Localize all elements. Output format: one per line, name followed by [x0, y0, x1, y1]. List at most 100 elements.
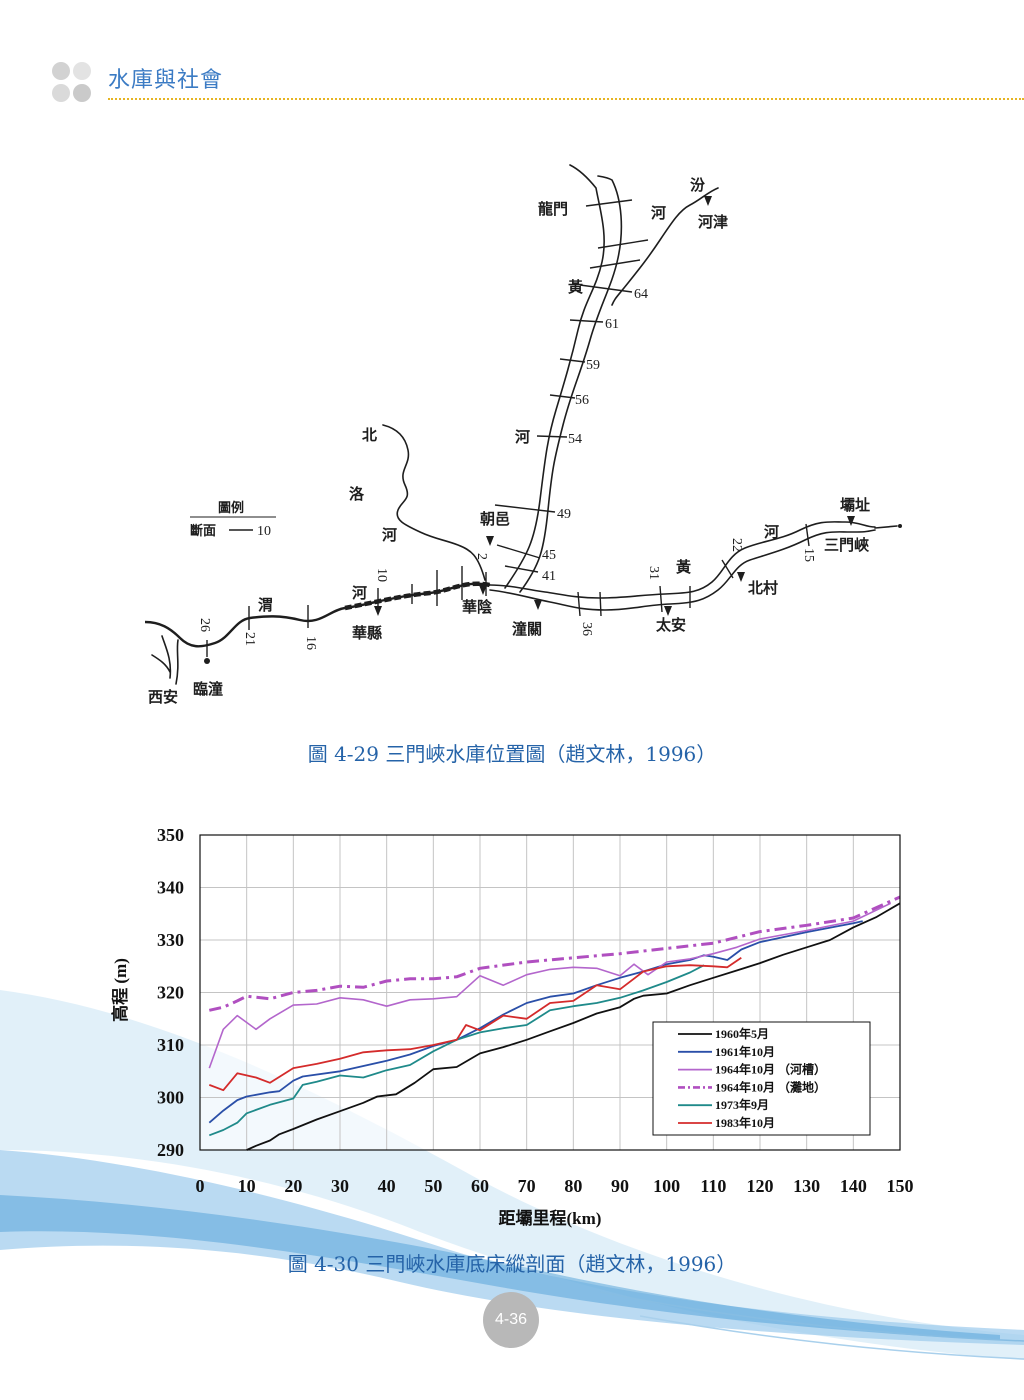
- series-line-5: [208, 964, 705, 1137]
- section-number-61: 61: [605, 317, 619, 332]
- river-end-dot: [898, 524, 902, 528]
- y-tick-label-300: 300: [157, 1088, 184, 1108]
- wave-line-1: [599, 1291, 1024, 1342]
- section-number-26: 26: [197, 618, 212, 632]
- figure-caption-4-30: 圖 4-30 三門峽水庫底床縱剖面（趙文林，1996）: [287, 1252, 737, 1276]
- x-tick-label-40: 40: [378, 1176, 396, 1196]
- hejin-arrow-icon: [704, 196, 712, 206]
- y-tick-label-350: 350: [157, 825, 184, 845]
- wave-band-dark: [0, 1195, 1000, 1340]
- legend-item-6: 1983年10月: [678, 1115, 775, 1130]
- section-number-49: 49: [557, 507, 571, 522]
- y-tick-label-320: 320: [157, 983, 184, 1003]
- yellow-river-east-lower-bank: [489, 529, 876, 611]
- location-map: 龍門 汾 河 河津 黃 河 北 洛 河 朝邑 渭 河 華縣 華陰 潼關 黃 太安…: [144, 164, 902, 706]
- section-line-31: [659, 585, 663, 613]
- x-tick-label-120: 120: [747, 1176, 774, 1196]
- section-line-61: [569, 319, 604, 323]
- y-axis-label: 高程 (m): [110, 958, 130, 1022]
- series-line-1: [246, 902, 901, 1151]
- dam-site-arrow-icon: [847, 516, 855, 526]
- series-line-3: [208, 902, 892, 1069]
- map-legend-section-number: 10: [257, 524, 271, 539]
- section-line-22: [721, 559, 734, 579]
- legend-item-5: 1973年9月: [678, 1097, 769, 1112]
- section-line-64: [579, 284, 633, 293]
- x-tick-label-100: 100: [653, 1176, 680, 1196]
- yellow-river-east-upper-bank: [489, 521, 876, 599]
- series-line-4: [208, 895, 901, 1012]
- x-tick-label-30: 30: [331, 1176, 349, 1196]
- fen-river: [611, 187, 719, 306]
- section-line-45: [496, 544, 541, 559]
- y-tick-label-340: 340: [157, 878, 184, 898]
- map-label-he-north: 河: [515, 428, 530, 446]
- section-number-56: 56: [575, 393, 589, 408]
- map-label-tongguan: 潼關: [512, 620, 542, 638]
- huaxian-arrow-icon: [374, 606, 382, 616]
- section-line-15: [805, 523, 810, 547]
- x-tick-label-110: 110: [700, 1176, 726, 1196]
- x-tick-label-80: 80: [564, 1176, 582, 1196]
- section-number-59: 59: [586, 358, 600, 373]
- lintong-dot: [204, 658, 210, 664]
- section-number-36: 36: [579, 622, 594, 636]
- section-number-41: 41: [542, 569, 556, 584]
- section-line: [589, 259, 641, 269]
- legend-label: 1961年10月: [715, 1044, 775, 1059]
- north-luo-river: [382, 424, 486, 581]
- grid: [200, 835, 900, 1150]
- x-tick-label-150: 150: [887, 1176, 914, 1196]
- map-label-beicun: 北村: [748, 579, 778, 597]
- riverbed-profile-chart: 高程 (m) 距壩里程(km) 290 300 310 320 330 340 350 0 10…: [110, 825, 914, 1228]
- wave-line-2: [639, 1315, 1024, 1360]
- section-line-41: [504, 565, 539, 573]
- x-tick-label-10: 10: [238, 1176, 256, 1196]
- section-line-56: [549, 394, 576, 399]
- x-tick-label-130: 130: [793, 1176, 820, 1196]
- section-number-21: 21: [242, 632, 257, 646]
- y-tick-label-290: 290: [157, 1140, 184, 1160]
- huayin-arrow-icon: [479, 585, 487, 595]
- legend-item-3: 1964年10月 （河槽）: [678, 1062, 826, 1077]
- map-label-taian: 太安: [656, 616, 686, 634]
- beicun-arrow-icon: [737, 572, 745, 582]
- section-line-49: [494, 504, 556, 513]
- legend-item-4: 1964年10月 （灘地）: [678, 1079, 826, 1094]
- figure-caption-4-29: 圖 4-29 三門峽水庫位置圖（趙文林，1996）: [307, 742, 717, 766]
- map-label-huayin: 華陰: [462, 598, 493, 616]
- y-tick-label-310: 310: [157, 1035, 184, 1055]
- map-label-wei: 渭: [258, 596, 273, 614]
- legend-box: [652, 1021, 871, 1136]
- map-label-fen-he: 河: [651, 204, 666, 222]
- plot-frame: [199, 834, 901, 1151]
- header-dotted-rule: [108, 98, 1024, 100]
- legend-label: 1973年9月: [715, 1097, 769, 1112]
- legend-label: 1964年10月 （河槽）: [715, 1062, 826, 1077]
- map-label-huaxian: 華縣: [352, 624, 382, 642]
- x-tick-label-70: 70: [518, 1176, 536, 1196]
- map-legend: 圖例 斷面 10: [190, 500, 276, 539]
- x-tick-label-90: 90: [611, 1176, 629, 1196]
- map-legend-title: 圖例: [218, 500, 244, 516]
- map-label-hejin: 河津: [698, 213, 728, 231]
- section-line-54: [536, 435, 568, 438]
- y-tick-label-330: 330: [157, 930, 184, 950]
- map-label-luo: 洛: [349, 485, 365, 503]
- map-label-longmen: 龍門: [538, 200, 568, 218]
- section-number-31: 31: [646, 566, 661, 580]
- yellow-river-north-left-bank: [504, 164, 605, 589]
- tributary: [175, 639, 179, 685]
- wei-river-lower-reach: [344, 581, 491, 611]
- section-line: [585, 199, 633, 207]
- section-line-36: [577, 591, 581, 617]
- series-line-6: [208, 957, 742, 1092]
- x-tick-label-50: 50: [424, 1176, 442, 1196]
- logo-dot: [73, 83, 91, 102]
- map-label-wei-he: 河: [352, 584, 367, 602]
- x-tick-label-0: 0: [196, 1176, 205, 1196]
- legend-label: 1983年10月: [715, 1115, 775, 1130]
- wave-band-mid: [0, 1150, 1024, 1345]
- logo-dot: [52, 83, 70, 102]
- chaoyi-arrow-icon: [486, 536, 494, 546]
